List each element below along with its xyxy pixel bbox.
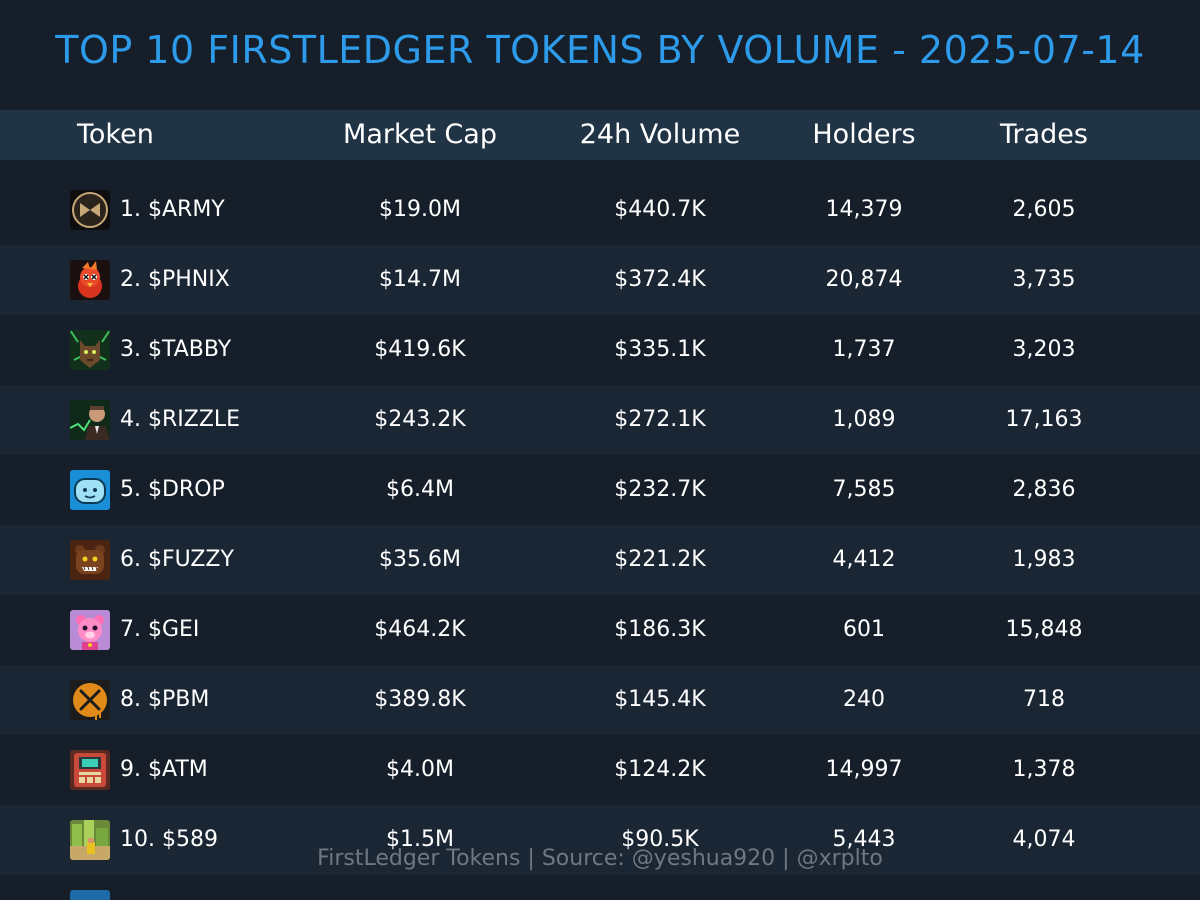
fuzzy-bear-icon: [70, 540, 110, 580]
volume-value: $221.2K: [614, 547, 706, 572]
partial-token-icon: [70, 890, 110, 900]
table-row[interactable]: 1. $ARMY $19.0M $440.7K 14,379 2,605: [0, 175, 1200, 245]
column-header-volume[interactable]: 24h Volume: [579, 119, 741, 150]
table-row[interactable]: 4. $RIZZLE $243.2K $272.1K 1,089 17,163: [0, 385, 1200, 455]
table-row[interactable]: 10. $589 $1.5M $90.5K 5,443 4,074: [0, 805, 1200, 875]
volume-value: $335.1K: [614, 337, 706, 362]
token-name: 9. $ATM: [120, 757, 208, 782]
holders-value: 240: [843, 687, 885, 712]
trades-value: 718: [1023, 687, 1065, 712]
volume-value: $186.3K: [614, 617, 706, 642]
column-header-market-cap[interactable]: Market Cap: [343, 119, 497, 150]
token-name: 3. $TABBY: [120, 337, 232, 362]
drop-face-icon: [70, 470, 110, 510]
volume-value: $145.4K: [614, 687, 706, 712]
market-cap-value: $19.0M: [379, 197, 461, 222]
market-cap-value: $4.0M: [386, 757, 454, 782]
pixel-city-icon: [70, 820, 110, 860]
volume-value: $232.7K: [614, 477, 706, 502]
trades-value: 15,848: [1005, 617, 1083, 642]
market-cap-value: $389.8K: [374, 687, 466, 712]
token-name: 5. $DROP: [120, 477, 225, 502]
volume-value: $272.1K: [614, 407, 706, 432]
trades-value: 3,735: [1012, 267, 1076, 292]
table-row[interactable]: 2. $PHNIX $14.7M $372.4K 20,874 3,735: [0, 245, 1200, 315]
source-footer: FirstLedger Tokens | Source: @yeshua920 …: [317, 846, 883, 871]
market-cap-value: $464.2K: [374, 617, 466, 642]
trades-value: 3,203: [1012, 337, 1076, 362]
holders-value: 14,997: [825, 757, 903, 782]
tabby-cat-icon: [70, 330, 110, 370]
column-header-trades[interactable]: Trades: [1000, 119, 1088, 150]
table-row[interactable]: 3. $TABBY $419.6K $335.1K 1,737 3,203: [0, 315, 1200, 385]
phoenix-bird-icon: [70, 260, 110, 300]
column-header-holders[interactable]: Holders: [812, 119, 916, 150]
market-cap-value: $419.6K: [374, 337, 466, 362]
holders-value: 7,585: [832, 477, 896, 502]
atm-machine-icon: [70, 750, 110, 790]
trades-value: 1,378: [1012, 757, 1076, 782]
table-header: Token Market Cap 24h Volume Holders Trad…: [0, 110, 1200, 160]
token-name: 1. $ARMY: [120, 197, 225, 222]
table-row[interactable]: 5. $DROP $6.4M $232.7K 7,585 2,836: [0, 455, 1200, 525]
table-row[interactable]: 7. $GEI $464.2K $186.3K 601 15,848: [0, 595, 1200, 665]
volume-value: $90.5K: [621, 827, 699, 852]
trades-value: 17,163: [1005, 407, 1083, 432]
army-logo-icon: [70, 190, 110, 230]
column-header-token[interactable]: Token: [77, 119, 154, 150]
holders-value: 4,412: [832, 547, 896, 572]
rizzle-portrait-icon: [70, 400, 110, 440]
holders-value: 601: [843, 617, 885, 642]
holders-value: 1,089: [832, 407, 896, 432]
holders-value: 5,443: [832, 827, 896, 852]
xrp-coin-icon: [70, 680, 110, 720]
trades-value: 4,074: [1012, 827, 1076, 852]
token-name: 4. $RIZZLE: [120, 407, 241, 432]
market-cap-value: $35.6M: [379, 547, 461, 572]
pink-bear-icon: [70, 610, 110, 650]
trades-value: 2,605: [1012, 197, 1076, 222]
token-name: 2. $PHNIX: [120, 267, 230, 292]
holders-value: 20,874: [825, 267, 903, 292]
market-cap-value: $1.5M: [386, 827, 454, 852]
volume-value: $372.4K: [614, 267, 706, 292]
token-name: 7. $GEI: [120, 617, 200, 642]
volume-value: $124.2K: [614, 757, 706, 782]
page-title: TOP 10 FIRSTLEDGER TOKENS BY VOLUME - 20…: [55, 28, 1145, 72]
token-name: 8. $PBM: [120, 687, 210, 712]
volume-value: $440.7K: [614, 197, 706, 222]
table-row[interactable]: 8. $PBM $389.8K $145.4K 240 718: [0, 665, 1200, 735]
token-name: 6. $FUZZY: [120, 547, 234, 572]
table-row[interactable]: 9. $ATM $4.0M $124.2K 14,997 1,378: [0, 735, 1200, 805]
token-name: 10. $589: [120, 827, 218, 852]
trades-value: 2,836: [1012, 477, 1076, 502]
market-cap-value: $6.4M: [386, 477, 454, 502]
market-cap-value: $243.2K: [374, 407, 466, 432]
trades-value: 1,983: [1012, 547, 1076, 572]
market-cap-value: $14.7M: [379, 267, 461, 292]
holders-value: 1,737: [832, 337, 896, 362]
holders-value: 14,379: [825, 197, 903, 222]
table-row[interactable]: 6. $FUZZY $35.6M $221.2K 4,412 1,983: [0, 525, 1200, 595]
